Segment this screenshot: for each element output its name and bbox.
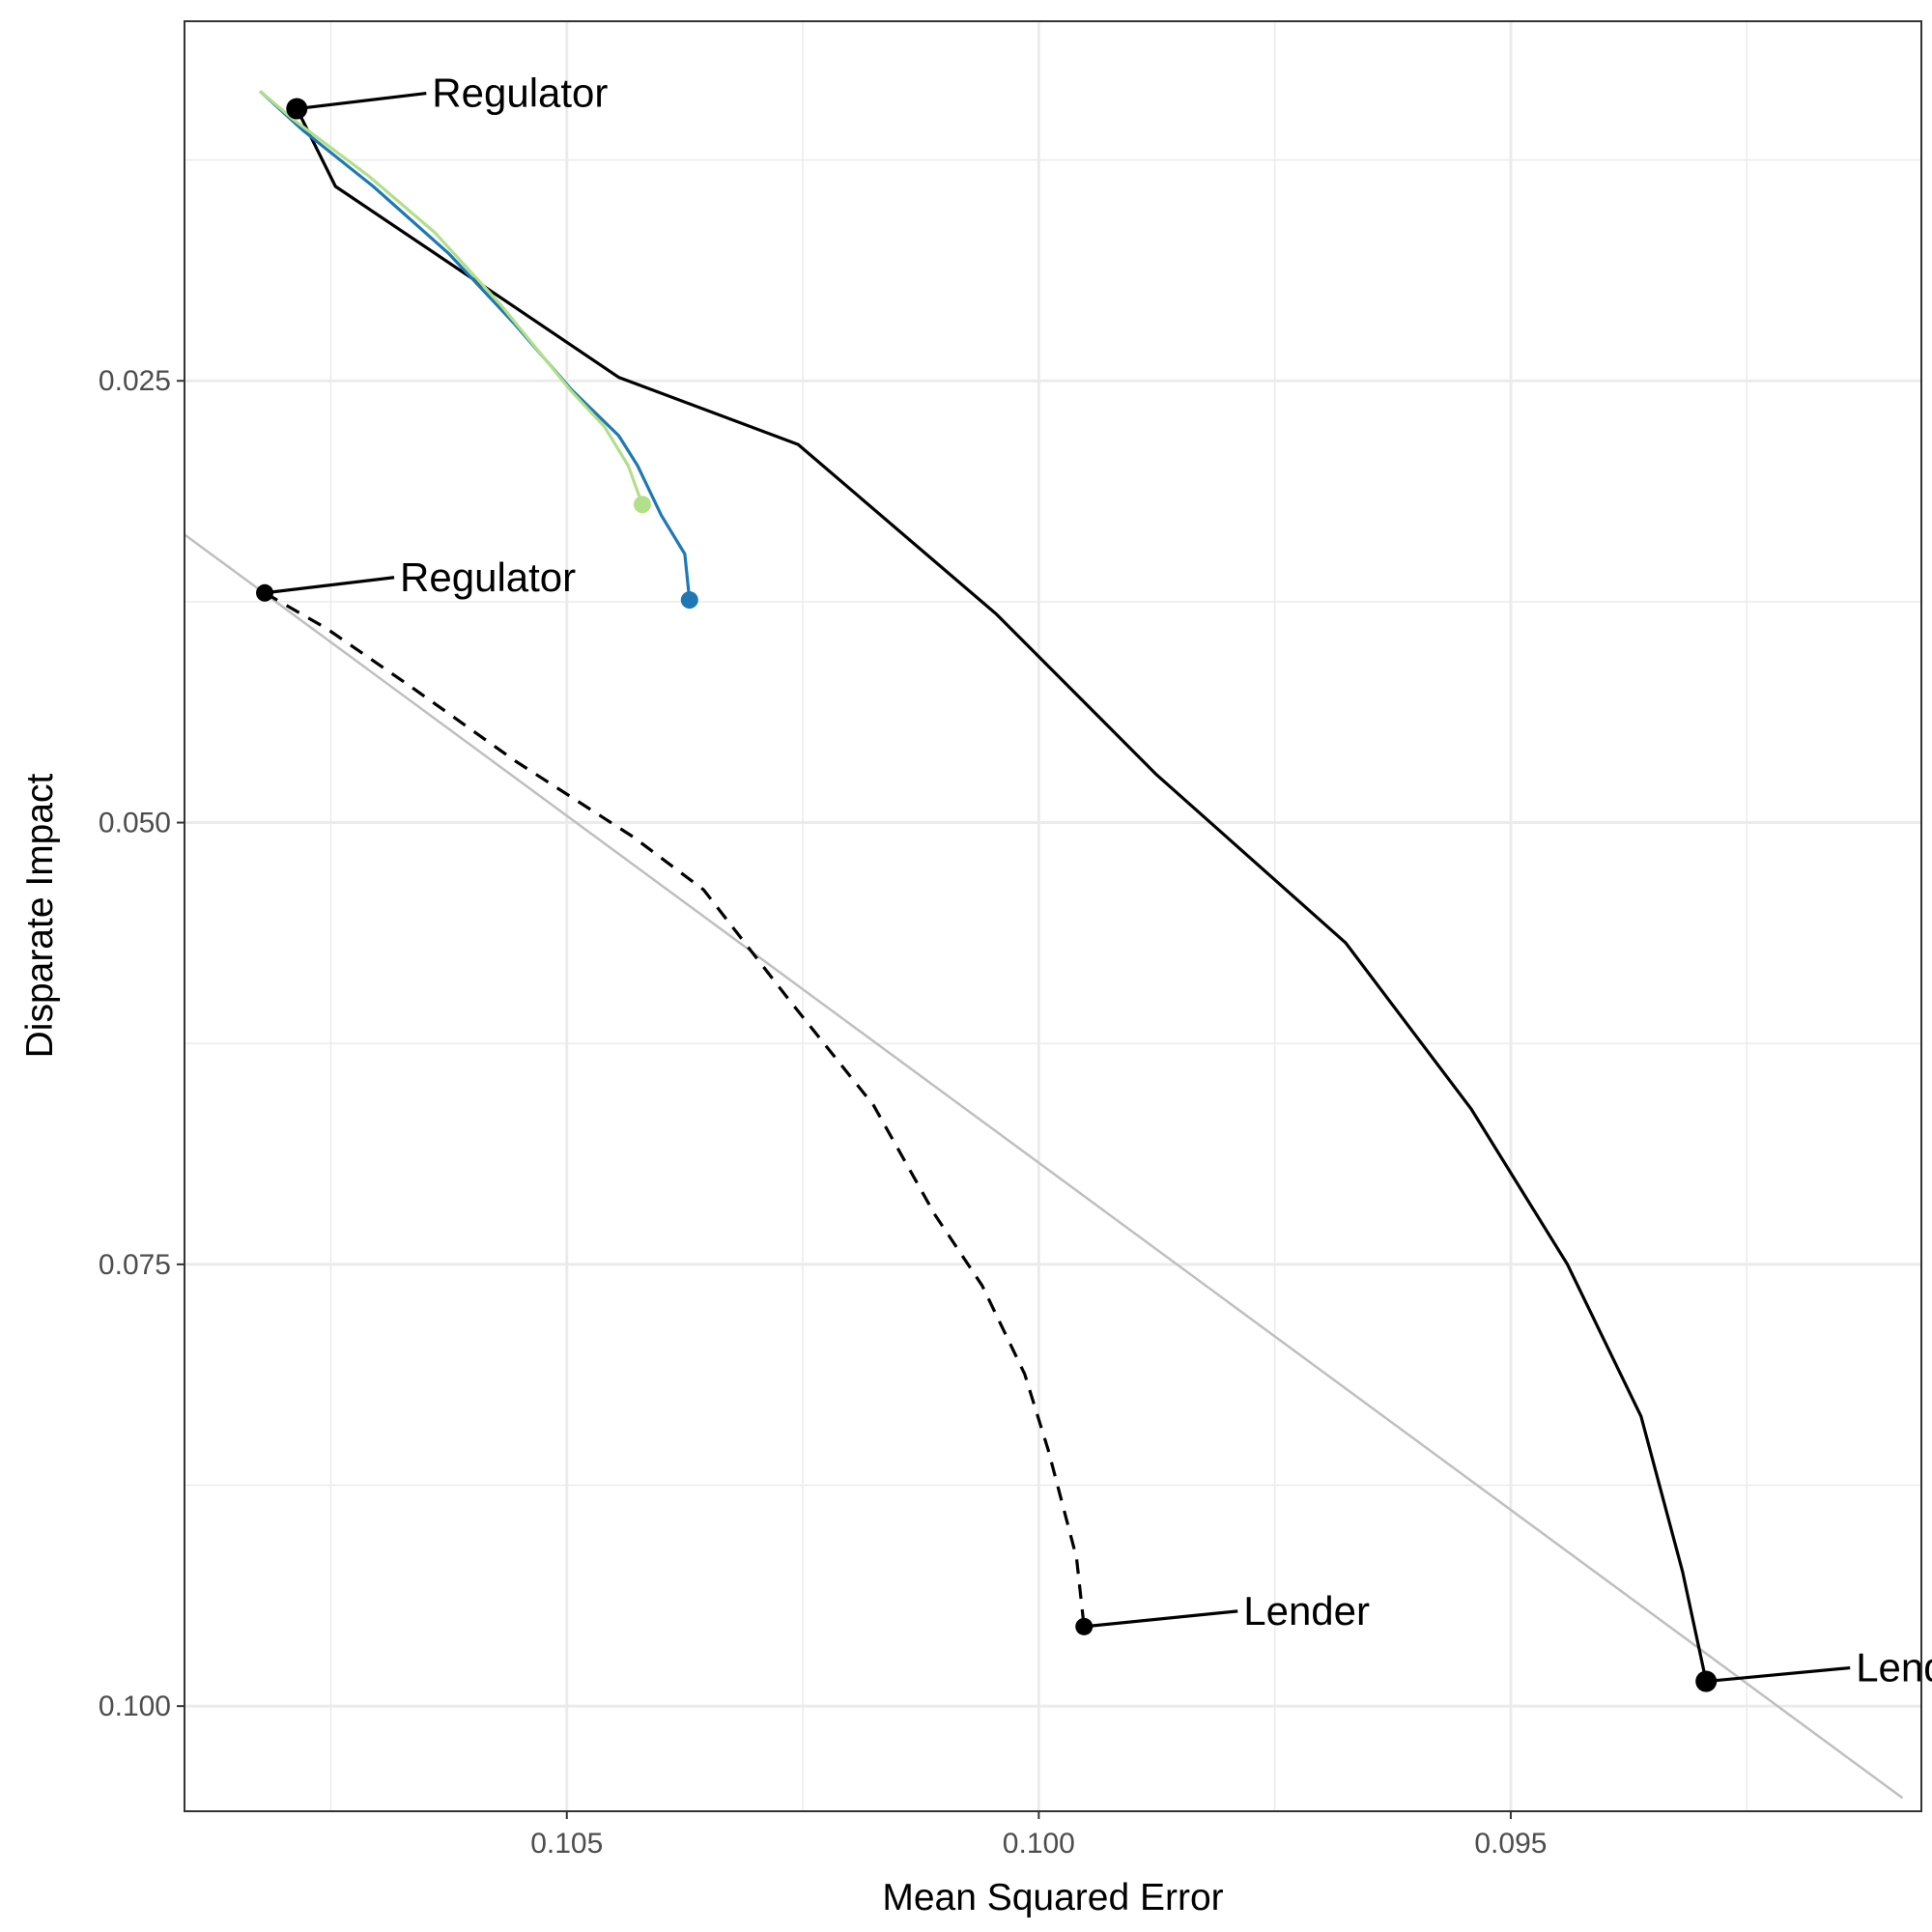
annotation-label: Lender (1856, 1645, 1932, 1690)
grid-minor (185, 21, 1921, 1811)
x-tick-label: 0.100 (1003, 1828, 1075, 1860)
annotation-layer: Regulator Regulator Lender Lender (264, 71, 1932, 1690)
y-axis-title: Disparate Impact (19, 773, 61, 1058)
plot-border (184, 20, 1922, 1812)
annotation-label: Lender (1243, 1588, 1370, 1634)
annotation-leader-line (264, 576, 395, 595)
y-tick-label: 0.025 (99, 365, 171, 397)
annotation-leader-line (1084, 1609, 1238, 1629)
y-tick-label: 0.050 (99, 808, 171, 839)
series-line-4 (184, 533, 1904, 1800)
series-end-point (680, 591, 698, 610)
series-line-1 (264, 591, 1086, 1627)
x-tick-label: 0.095 (1474, 1828, 1547, 1860)
annotation-leader-line (1706, 1665, 1851, 1684)
annotation-label: Regulator (432, 71, 608, 116)
series-line-3 (259, 90, 644, 505)
annotation-label: Regulator (400, 554, 576, 600)
grid-major (185, 21, 1921, 1811)
annotation-leader-line (297, 91, 427, 111)
tick-layer: 0.105 0.100 0.095 0.025 0.050 0.075 0.100 (99, 365, 1548, 1860)
y-tick-label: 0.100 (99, 1690, 171, 1722)
x-axis-title: Mean Squared Error (882, 1877, 1223, 1918)
series-layer (184, 90, 1904, 1800)
y-tick-label: 0.075 (99, 1249, 171, 1281)
series-end-point (633, 496, 651, 514)
series-line-0 (295, 107, 1708, 1682)
x-tick-label: 0.105 (530, 1828, 603, 1860)
